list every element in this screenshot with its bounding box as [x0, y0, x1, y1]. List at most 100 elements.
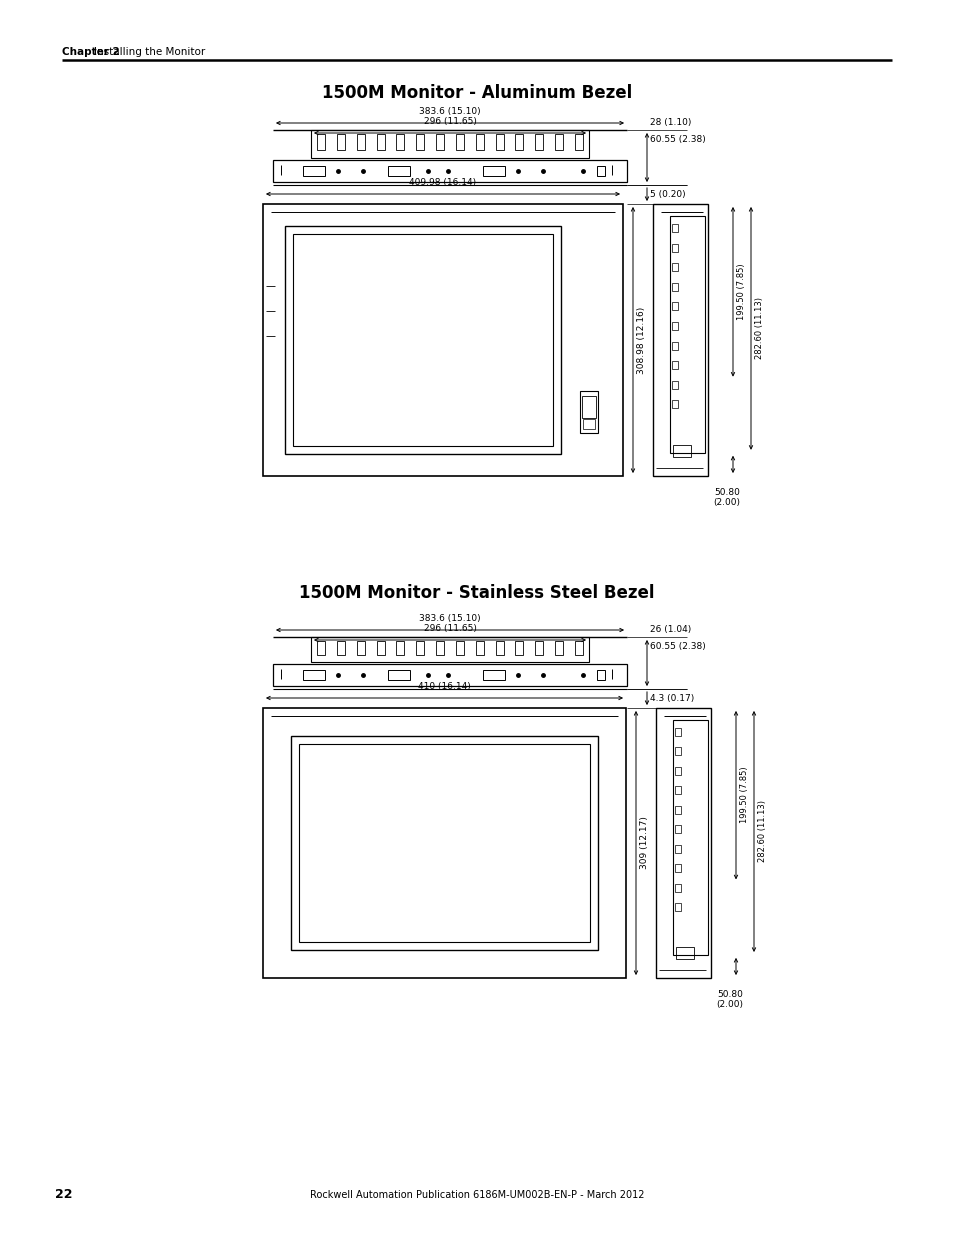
Bar [515, 135, 523, 149]
Text: 309 (12.17): 309 (12.17) [639, 816, 648, 869]
Bar [388, 671, 410, 680]
Text: 282.60 (11.13): 282.60 (11.13) [754, 298, 763, 359]
Text: 1500M Monitor - Stainless Steel Bezel: 1500M Monitor - Stainless Steel Bezel [299, 584, 654, 601]
Text: Installing the Monitor: Installing the Monitor [94, 47, 205, 57]
Text: 50.80
(2.00): 50.80 (2.00) [716, 990, 742, 1009]
Bar [496, 641, 503, 655]
Bar [356, 641, 364, 655]
Bar [671, 303, 678, 310]
Bar [376, 135, 384, 149]
Bar [356, 135, 364, 149]
Bar [303, 165, 325, 177]
Bar [652, 204, 707, 475]
Bar [671, 263, 678, 272]
Bar [263, 708, 625, 978]
Bar [675, 727, 680, 736]
Bar [675, 845, 680, 852]
Bar [671, 224, 678, 232]
Bar [311, 637, 588, 662]
Text: 60.55 (2.38): 60.55 (2.38) [649, 642, 705, 651]
Bar [298, 743, 589, 942]
Text: 22: 22 [55, 1188, 72, 1202]
Text: 5 (0.20): 5 (0.20) [649, 190, 685, 199]
Bar [303, 671, 325, 680]
Bar [676, 947, 693, 958]
Bar [671, 283, 678, 290]
Bar [671, 243, 678, 252]
Bar [273, 664, 626, 685]
Bar [482, 671, 504, 680]
Bar [263, 204, 622, 475]
Bar [476, 135, 483, 149]
Bar [285, 226, 560, 454]
Bar [436, 641, 443, 655]
Bar [555, 135, 562, 149]
Bar [291, 736, 598, 950]
Bar [671, 380, 678, 389]
Bar [656, 708, 710, 978]
Text: 28 (1.10): 28 (1.10) [649, 119, 691, 127]
Bar [273, 161, 626, 182]
Text: 409.98 (16.14): 409.98 (16.14) [409, 178, 476, 186]
Bar [579, 391, 598, 433]
Bar [575, 135, 582, 149]
Bar [416, 641, 424, 655]
Bar [675, 903, 680, 911]
Bar [675, 747, 680, 756]
Text: 282.60 (11.13): 282.60 (11.13) [758, 800, 766, 862]
Bar [675, 825, 680, 834]
Bar [515, 641, 523, 655]
Bar [311, 130, 588, 158]
Bar [672, 445, 690, 457]
Bar [482, 165, 504, 177]
Bar [675, 864, 680, 872]
Bar [671, 322, 678, 330]
Bar [416, 135, 424, 149]
Text: 296 (11.65): 296 (11.65) [423, 624, 476, 634]
Bar [675, 805, 680, 814]
Text: 199.50 (7.85): 199.50 (7.85) [740, 767, 748, 824]
Bar [535, 641, 543, 655]
Bar [675, 767, 680, 774]
Bar [675, 883, 680, 892]
Text: 383.6 (15.10): 383.6 (15.10) [418, 614, 480, 622]
Text: 296 (11.65): 296 (11.65) [423, 117, 476, 126]
Text: 26 (1.04): 26 (1.04) [649, 625, 691, 634]
Bar [395, 135, 404, 149]
Bar [669, 216, 704, 453]
Bar [555, 641, 562, 655]
Bar [336, 641, 344, 655]
Bar [597, 165, 604, 177]
Bar [496, 135, 503, 149]
Bar [671, 342, 678, 350]
Bar [456, 135, 463, 149]
Text: 383.6 (15.10): 383.6 (15.10) [418, 107, 480, 116]
Bar [316, 641, 325, 655]
Bar [671, 361, 678, 369]
Bar [395, 641, 404, 655]
Bar [293, 233, 553, 446]
Bar [436, 135, 443, 149]
Bar [535, 135, 543, 149]
Text: 199.50 (7.85): 199.50 (7.85) [737, 263, 745, 320]
Bar [672, 720, 707, 955]
Bar [582, 419, 595, 429]
Text: 308.98 (12.16): 308.98 (12.16) [637, 306, 645, 374]
Text: Rockwell Automation Publication 6186M-UM002B-EN-P - March 2012: Rockwell Automation Publication 6186M-UM… [310, 1191, 643, 1200]
Bar [476, 641, 483, 655]
Bar [575, 641, 582, 655]
Bar [376, 641, 384, 655]
Bar [316, 135, 325, 149]
Bar [336, 135, 344, 149]
Bar [597, 671, 604, 680]
Text: 60.55 (2.38): 60.55 (2.38) [649, 135, 705, 144]
Bar [581, 396, 596, 417]
Text: 410 (16.14): 410 (16.14) [417, 682, 471, 692]
Text: 1500M Monitor - Aluminum Bezel: 1500M Monitor - Aluminum Bezel [321, 84, 632, 103]
Bar [675, 787, 680, 794]
Text: Chapter 2: Chapter 2 [62, 47, 120, 57]
Text: 50.80
(2.00): 50.80 (2.00) [713, 488, 740, 508]
Text: 4.3 (0.17): 4.3 (0.17) [649, 694, 694, 703]
Bar [671, 400, 678, 409]
Bar [388, 165, 410, 177]
